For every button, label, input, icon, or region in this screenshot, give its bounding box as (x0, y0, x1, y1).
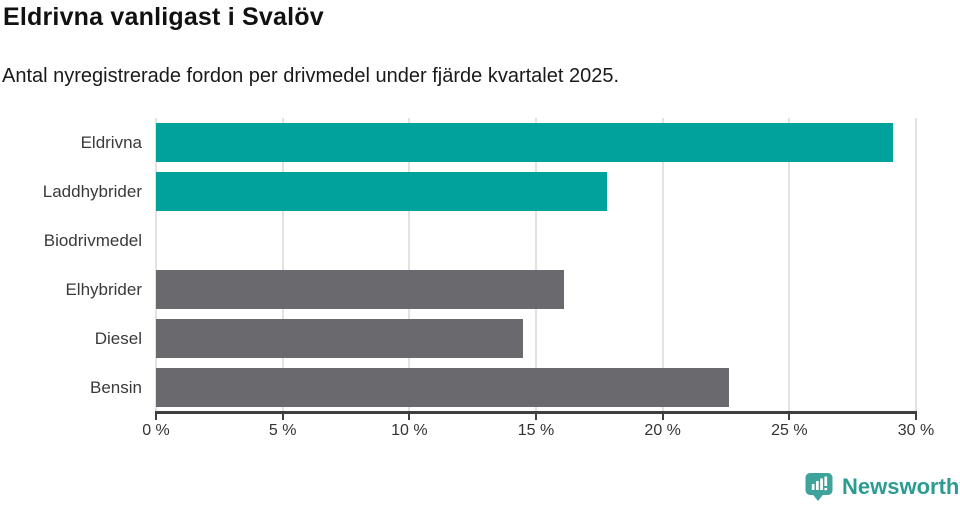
gridline (915, 118, 917, 412)
x-axis-line (155, 411, 917, 414)
plot-area: Eldrivna Laddhybrider Biodrivmedel Elhybrid… (43, 118, 934, 439)
bar-chart-speech-bubble-icon (805, 473, 833, 501)
x-tick-label: 20 % (644, 422, 681, 439)
chart-subtitle: Antal nyregistrerade fordon per drivmede… (2, 65, 620, 87)
bar-row: Elhybrider (65, 265, 916, 314)
newsworthy-logo-text: Newsworthy (842, 474, 960, 499)
bar-row: Eldrivna (81, 118, 916, 167)
gridline (535, 118, 537, 412)
bar (156, 123, 894, 162)
bar-row: Laddhybrider (43, 167, 916, 216)
x-tick-label: 10 % (391, 422, 428, 439)
x-tick-label: 15 % (517, 422, 555, 439)
bar (156, 172, 607, 211)
gridline (788, 118, 791, 412)
x-tick-label: 30 % (897, 422, 935, 439)
category-label: Eldrivna (80, 133, 142, 152)
bar (156, 368, 729, 407)
category-label: Laddhybrider (42, 182, 142, 201)
bar (156, 319, 524, 358)
x-tick-mark (535, 414, 537, 420)
newsworthy-logo: Newsworthy (805, 473, 960, 501)
x-tick-mark (661, 414, 664, 420)
category-label: Biodrivmedel (43, 231, 142, 250)
bar-row: Bensin (90, 363, 916, 412)
bar-row: Diesel (95, 314, 916, 363)
x-tick-mark (155, 414, 157, 420)
category-label: Bensin (90, 378, 142, 397)
gridline (281, 118, 284, 412)
x-tick-label: 25 % (771, 422, 808, 439)
category-label: Diesel (94, 329, 142, 348)
bar (156, 270, 564, 309)
gridline (661, 118, 664, 412)
x-tick-mark (281, 414, 284, 420)
category-label: Elhybrider (65, 280, 142, 299)
gridline (408, 118, 411, 412)
x-tick-mark (788, 414, 791, 420)
chart-title: Eldrivna vanligast i Svalöv (3, 3, 324, 31)
x-tick-mark (408, 414, 411, 420)
x-tick-label: 5 % (268, 422, 297, 439)
x-tick-mark (915, 414, 917, 420)
gridline (155, 118, 157, 412)
x-tick-label: 0 % (142, 422, 170, 439)
bar-row: Biodrivmedel (44, 216, 916, 265)
